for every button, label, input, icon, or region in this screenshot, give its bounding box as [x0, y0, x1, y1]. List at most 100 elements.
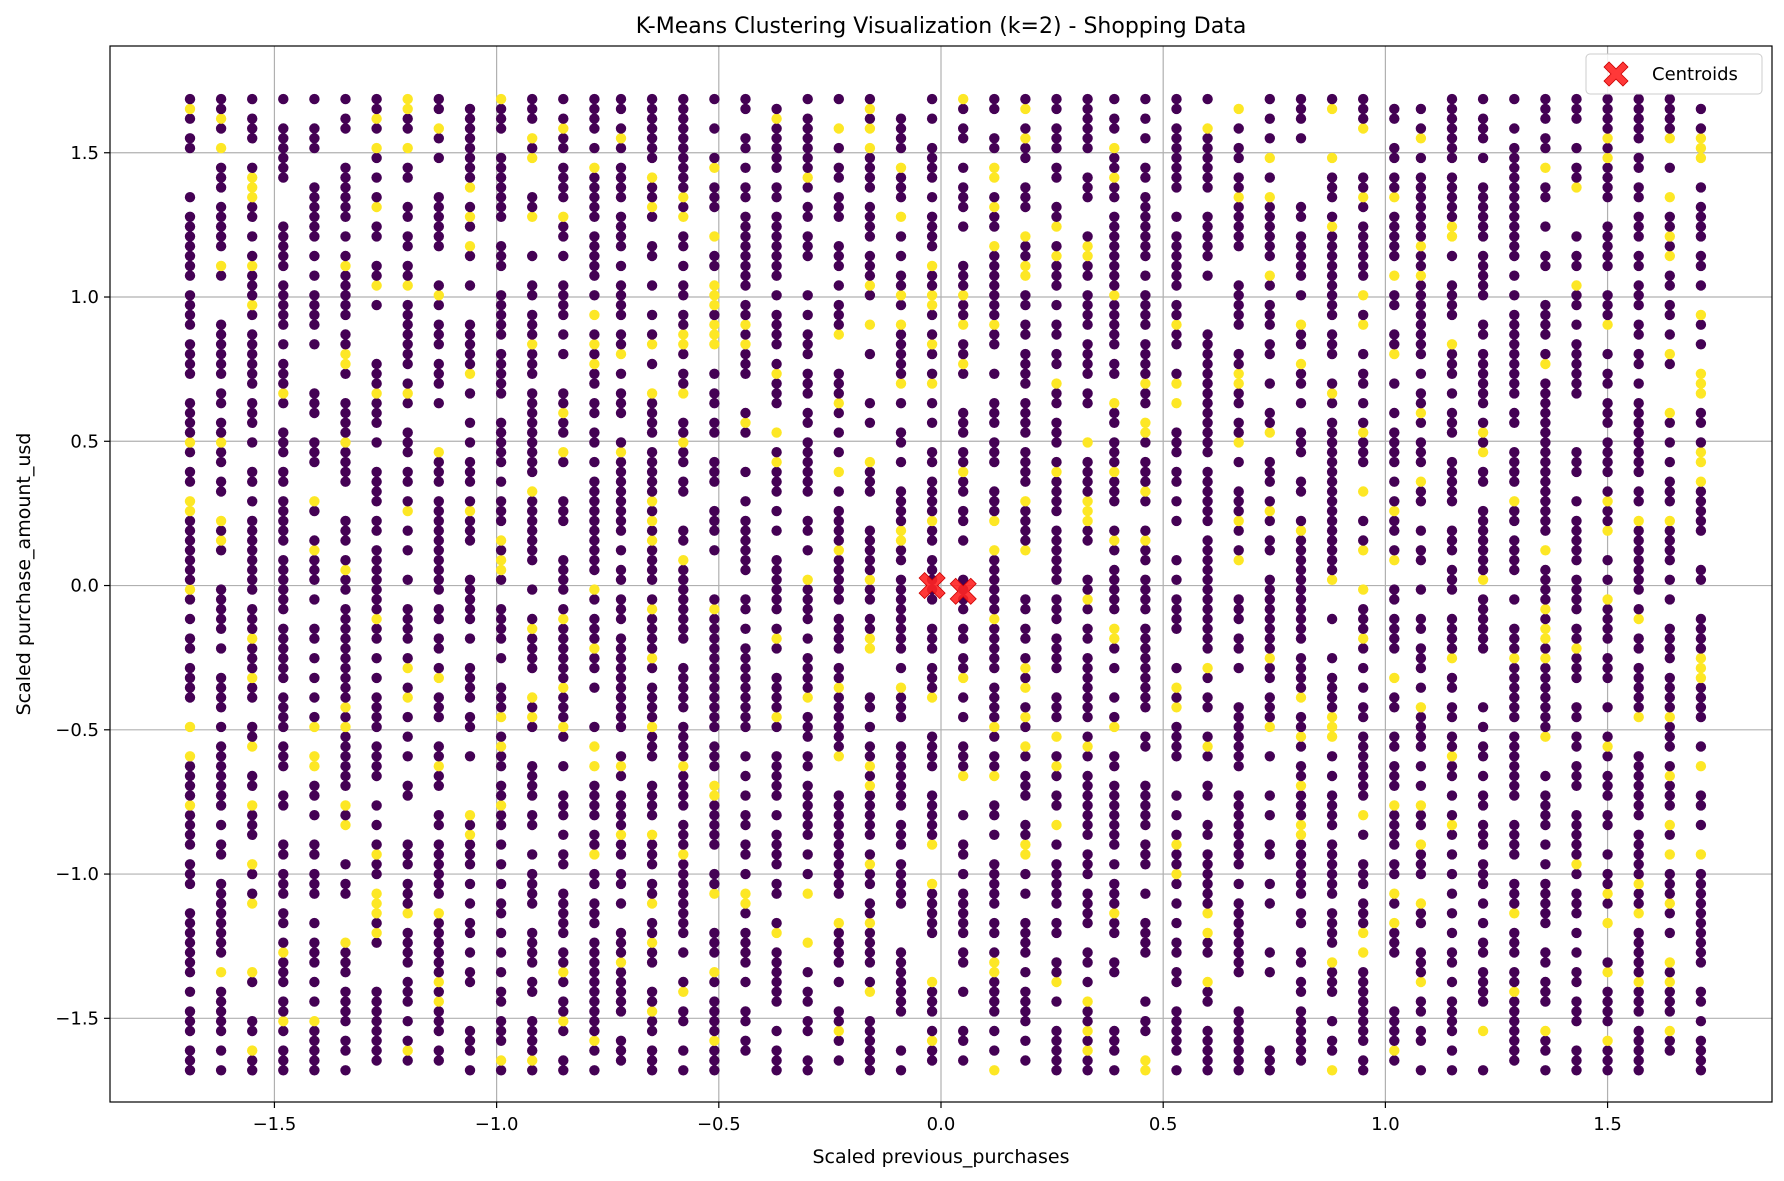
scatter-point-cluster-0	[989, 898, 1000, 909]
scatter-point-cluster-0	[402, 447, 413, 458]
scatter-point-cluster-0	[464, 152, 476, 164]
scatter-point-cluster-0	[371, 594, 382, 605]
scatter-point-cluster-0	[926, 741, 938, 752]
scatter-point-cluster-0	[989, 290, 1000, 301]
scatter-point-cluster-0	[1415, 849, 1427, 860]
scatter-point-cluster-0	[926, 908, 938, 919]
scatter-point-cluster-0	[495, 682, 507, 693]
scatter-point-cluster-0	[589, 329, 600, 340]
scatter-point-cluster-0	[1509, 761, 1520, 772]
scatter-point-cluster-0	[802, 211, 813, 222]
scatter-point-cluster-0	[1264, 1055, 1276, 1066]
scatter-point-cluster-0	[1540, 819, 1551, 831]
scatter-point-cluster-0	[527, 290, 538, 301]
scatter-point-cluster-0	[215, 908, 227, 919]
scatter-point-cluster-0	[1326, 613, 1338, 625]
scatter-point-cluster-1	[340, 937, 351, 948]
scatter-point-cluster-0	[926, 643, 938, 654]
scatter-point-cluster-0	[371, 545, 382, 556]
scatter-point-cluster-0	[895, 358, 907, 370]
scatter-point-cluster-0	[371, 407, 382, 419]
scatter-point-cluster-0	[1509, 878, 1520, 890]
scatter-point-cluster-1	[678, 329, 689, 340]
scatter-point-cluster-0	[771, 967, 782, 978]
scatter-point-cluster-0	[1082, 859, 1093, 870]
scatter-point-cluster-0	[1540, 525, 1551, 536]
scatter-point-cluster-0	[771, 604, 782, 615]
scatter-point-cluster-0	[1202, 388, 1213, 399]
scatter-point-cluster-1	[1602, 133, 1613, 144]
scatter-point-cluster-0	[527, 819, 538, 831]
scatter-point-cluster-0	[402, 525, 413, 536]
scatter-point-cluster-0	[740, 868, 751, 880]
scatter-point-cluster-0	[558, 564, 569, 576]
scatter-point-cluster-0	[1509, 142, 1520, 154]
scatter-point-cluster-0	[833, 868, 844, 880]
scatter-point-cluster-1	[247, 299, 258, 311]
scatter-point-cluster-0	[495, 437, 507, 448]
scatter-point-cluster-0	[646, 711, 658, 723]
scatter-point-cluster-0	[709, 398, 720, 409]
scatter-point-cluster-0	[1140, 211, 1151, 222]
x-tick-label: 0.5	[1149, 1114, 1178, 1135]
scatter-point-cluster-0	[527, 790, 538, 801]
scatter-point-cluster-0	[247, 555, 258, 566]
scatter-point-cluster-0	[433, 476, 444, 487]
scatter-point-cluster-0	[926, 564, 938, 576]
scatter-point-cluster-1	[215, 967, 227, 978]
scatter-point-cluster-0	[247, 1055, 258, 1066]
scatter-point-cluster-0	[495, 319, 507, 330]
scatter-point-cluster-0	[1477, 721, 1489, 733]
scatter-point-cluster-0	[247, 123, 258, 134]
scatter-point-cluster-0	[371, 604, 382, 615]
scatter-point-cluster-0	[1602, 731, 1613, 742]
scatter-point-cluster-0	[184, 770, 196, 782]
scatter-point-cluster-0	[864, 398, 876, 409]
scatter-point-cluster-0	[1358, 437, 1369, 448]
scatter-point-cluster-0	[926, 898, 938, 909]
scatter-point-cluster-1	[1389, 505, 1400, 517]
scatter-point-cluster-0	[558, 299, 569, 311]
scatter-point-cluster-0	[771, 574, 782, 585]
scatter-point-cluster-0	[527, 613, 538, 625]
scatter-point-cluster-0	[802, 594, 813, 605]
scatter-point-cluster-0	[1633, 790, 1644, 801]
scatter-point-cluster-0	[371, 486, 382, 497]
scatter-point-cluster-0	[1540, 260, 1551, 272]
scatter-point-cluster-0	[371, 564, 382, 576]
scatter-point-cluster-0	[1477, 564, 1489, 576]
scatter-point-cluster-0	[558, 633, 569, 644]
scatter-point-cluster-0	[402, 633, 413, 644]
scatter-point-cluster-0	[278, 888, 289, 899]
scatter-point-cluster-0	[864, 231, 876, 242]
scatter-point-cluster-0	[1051, 545, 1062, 556]
scatter-point-cluster-0	[589, 348, 600, 360]
scatter-point-cluster-0	[958, 192, 969, 203]
scatter-point-cluster-0	[989, 270, 1000, 281]
scatter-point-cluster-0	[709, 662, 720, 674]
scatter-point-cluster-0	[371, 270, 382, 281]
scatter-point-cluster-0	[184, 682, 196, 693]
scatter-point-cluster-0	[1233, 456, 1244, 468]
scatter-point-cluster-0	[1446, 1045, 1458, 1056]
scatter-point-cluster-0	[709, 182, 720, 193]
scatter-point-cluster-0	[1140, 819, 1151, 831]
scatter-point-cluster-0	[1020, 721, 1031, 733]
scatter-point-cluster-0	[371, 937, 382, 948]
scatter-point-cluster-0	[184, 1065, 196, 1076]
scatter-point-cluster-0	[1415, 810, 1427, 821]
scatter-point-cluster-0	[678, 1045, 689, 1056]
scatter-point-cluster-0	[278, 358, 289, 370]
scatter-point-cluster-0	[589, 515, 600, 527]
scatter-point-cluster-0	[1571, 1016, 1582, 1027]
scatter-point-cluster-1	[1695, 456, 1707, 468]
scatter-point-cluster-0	[1509, 182, 1520, 193]
scatter-point-cluster-0	[1051, 270, 1062, 281]
scatter-point-cluster-0	[558, 692, 569, 703]
scatter-point-cluster-0	[709, 878, 720, 890]
scatter-point-cluster-0	[833, 555, 844, 566]
scatter-point-cluster-0	[1109, 1035, 1120, 1047]
scatter-point-cluster-0	[1571, 142, 1582, 154]
scatter-point-cluster-0	[184, 927, 196, 939]
scatter-point-cluster-0	[895, 702, 907, 713]
